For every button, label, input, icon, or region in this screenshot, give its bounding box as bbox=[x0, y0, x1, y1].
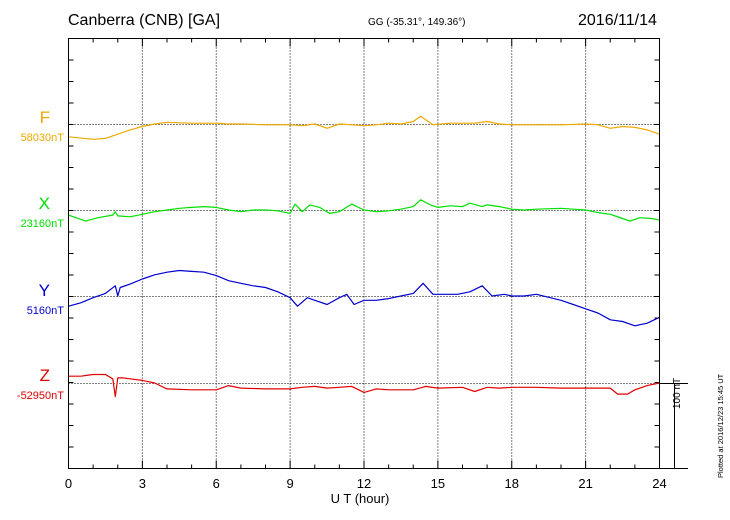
plotted-timestamp: Plotted at 2016/12/23 15:45 UT bbox=[716, 373, 725, 478]
x-tick-label-0: 0 bbox=[65, 476, 72, 491]
series-line-x bbox=[68, 199, 660, 222]
series-base-x: 23160nT bbox=[20, 218, 64, 230]
x-tick-label-21: 21 bbox=[578, 476, 592, 491]
series-line-z bbox=[68, 373, 660, 398]
grid-lines bbox=[68, 38, 660, 469]
x-tick-label-12: 12 bbox=[357, 476, 371, 491]
x-tick-labels: 0 3 6 9 12 15 18 21 24 bbox=[65, 476, 667, 491]
series-base-f: 58030nT bbox=[20, 132, 64, 144]
scale-bar bbox=[660, 383, 688, 469]
x-axis-label: U T (hour) bbox=[330, 491, 390, 506]
x-tick-label-18: 18 bbox=[505, 476, 519, 491]
series-base-z: -52950nT bbox=[16, 390, 64, 402]
plot-frame bbox=[68, 38, 660, 469]
series-label-z: Z bbox=[39, 366, 50, 385]
chart-title: Canberra (CNB) [GA] bbox=[68, 12, 221, 29]
series-lines bbox=[68, 115, 660, 398]
series-label-y: Y bbox=[38, 281, 50, 300]
station-coordinates: GG (-35.31°, 149.36°) bbox=[368, 17, 466, 28]
x-tick-label-24: 24 bbox=[652, 476, 666, 491]
axis-ticks bbox=[68, 38, 660, 469]
x-tick-label-3: 3 bbox=[139, 476, 146, 491]
series-line-y bbox=[68, 269, 660, 327]
x-tick-label-9: 9 bbox=[287, 476, 294, 491]
series-label-f: F bbox=[39, 108, 50, 127]
scale-bar-label: 100 nT bbox=[672, 377, 683, 409]
series-line-f bbox=[68, 115, 660, 140]
series-base-y: 5160nT bbox=[26, 305, 64, 317]
chart-date: 2016/11/14 bbox=[578, 12, 657, 29]
series-label-x: X bbox=[38, 194, 50, 213]
x-tick-label-6: 6 bbox=[213, 476, 220, 491]
x-tick-label-15: 15 bbox=[431, 476, 445, 491]
